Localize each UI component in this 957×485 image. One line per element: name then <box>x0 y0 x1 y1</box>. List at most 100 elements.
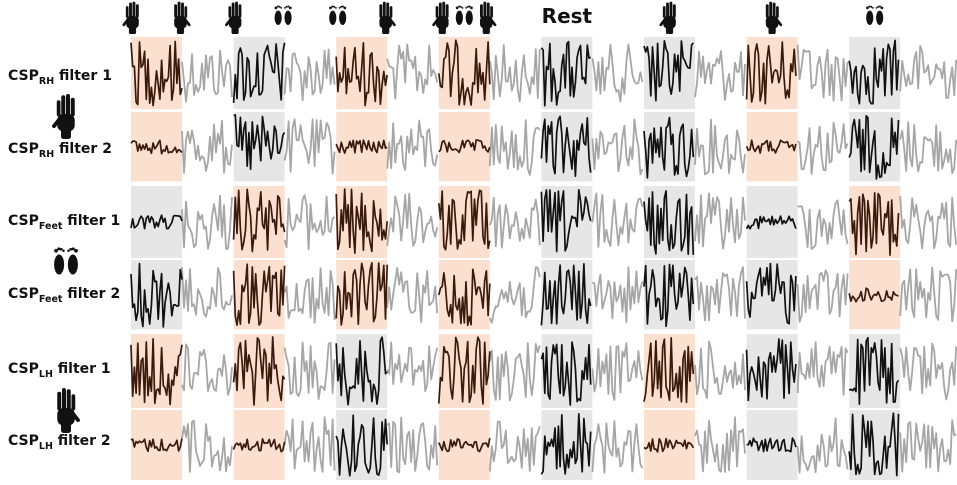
eeg-trace-rest <box>283 118 336 175</box>
feet-icon <box>274 5 292 26</box>
eeg-trace-task <box>335 139 388 154</box>
eeg-trace-rest <box>283 267 336 324</box>
right-hand-icon <box>51 94 75 139</box>
right-hand-icon <box>224 1 242 35</box>
eeg-trace-task <box>848 114 900 180</box>
eeg-trace-rest <box>386 416 439 474</box>
activity-cells <box>131 37 901 480</box>
eeg-trace-task <box>643 337 695 404</box>
eeg-trace-task <box>643 116 695 179</box>
eeg-trace-rest <box>386 43 439 100</box>
eeg-trace-task <box>438 139 491 154</box>
eeg-trace-rest <box>592 266 644 323</box>
eeg-trace-task <box>848 39 900 105</box>
eeg-trace-rest <box>283 341 336 400</box>
eeg-trace-rest <box>694 266 746 322</box>
eeg-trace-task <box>745 41 797 105</box>
eeg-trace-task <box>335 188 389 254</box>
eeg-trace-rest <box>181 267 233 318</box>
eeg-trace-rest <box>899 419 957 473</box>
right-hand-icon <box>121 1 139 35</box>
row-label-csp-feet-filter-1: CSPFeet filter 1 <box>8 213 120 232</box>
eeg-trace-task <box>643 190 695 255</box>
eeg-trace-rest <box>796 341 849 396</box>
eeg-trace-rest <box>181 194 233 250</box>
eeg-trace-rest <box>797 199 849 250</box>
eeg-trace-task <box>745 215 797 230</box>
eeg-trace-rest <box>488 266 541 324</box>
eeg-trace-task <box>437 336 491 405</box>
left-hand-icon <box>480 1 497 35</box>
eeg-trace-rest <box>488 44 541 103</box>
eeg-trace-rest <box>899 266 957 323</box>
eeg-trace-task <box>746 437 797 453</box>
eeg-trace-rest <box>181 343 233 396</box>
eeg-trace-rest <box>181 119 233 174</box>
row-label-csp-lh-filter-1: CSPLH filter 1 <box>8 361 111 380</box>
eeg-trace-task <box>130 438 183 453</box>
eeg-trace-task <box>540 188 592 253</box>
eeg-trace-task <box>540 341 592 406</box>
feet-icon <box>455 5 473 26</box>
eeg-trace-rest <box>488 119 541 176</box>
eeg-trace-rest <box>796 44 849 102</box>
eeg-trace-task <box>848 287 899 303</box>
row-label-csp-rh-filter-2: CSPRH filter 2 <box>8 141 112 160</box>
eeg-trace-task <box>540 263 592 326</box>
eeg-trace-rest <box>488 342 541 402</box>
rest-label: Rest <box>542 4 593 28</box>
feet-icon <box>54 247 78 275</box>
eeg-trace-rest <box>181 49 233 103</box>
eeg-trace-rest <box>899 196 957 250</box>
eeg-trace-task <box>437 268 491 327</box>
eeg-trace-task <box>335 41 389 107</box>
eeg-trace-task <box>130 214 183 230</box>
eeg-trace-rest <box>283 48 336 102</box>
eeg-trace-rest <box>283 416 336 473</box>
left-hand-icon <box>379 1 397 35</box>
eeg-trace-task <box>232 188 286 253</box>
eeg-trace-task <box>130 139 183 155</box>
eeg-trace-task <box>540 40 592 107</box>
eeg-trace-task <box>540 115 592 178</box>
eeg-trace-rest <box>591 192 644 248</box>
feet-icon <box>329 5 347 26</box>
eeg-trace-rest <box>694 340 746 400</box>
left-hand-icon <box>57 388 81 433</box>
eeg-trace-rest <box>591 420 644 474</box>
column-header: Rest <box>121 1 884 35</box>
eeg-trace-task <box>335 414 389 477</box>
eeg-trace-rest <box>488 196 541 249</box>
eeg-trace-rest <box>591 43 644 103</box>
eeg-trace-rest <box>899 121 957 174</box>
group-separators <box>130 181 957 333</box>
eeg-trace-task <box>745 338 797 402</box>
row-labels: CSPRH filter 1 CSPRH filter 2 CSPFeet fi… <box>8 68 120 452</box>
eeg-trace-rest <box>796 269 849 323</box>
eeg-trace-task <box>437 189 491 251</box>
eeg-trace-rest <box>488 420 541 472</box>
activity-cell-gray <box>336 410 388 480</box>
eeg-trace-task <box>130 337 183 406</box>
eeg-trace-rest <box>796 417 849 474</box>
eeg-trace-task <box>848 336 900 406</box>
eeg-traces <box>130 39 957 477</box>
eeg-trace-rest <box>694 416 746 473</box>
eeg-trace-rest <box>694 118 746 176</box>
eeg-trace-rest <box>899 342 957 401</box>
eeg-trace-task <box>745 262 797 325</box>
eeg-trace-task <box>643 437 695 453</box>
right-hand-icon <box>431 1 449 35</box>
eeg-trace-rest <box>694 50 746 101</box>
eeg-trace-task <box>335 262 389 326</box>
eeg-trace-rest <box>386 119 439 171</box>
eeg-trace-task <box>233 114 286 171</box>
eeg-trace-task <box>643 263 695 328</box>
eeg-trace-task <box>438 438 491 453</box>
eeg-trace-task <box>848 192 900 256</box>
eeg-trace-rest <box>283 194 336 251</box>
left-hand-icon <box>765 1 783 35</box>
left-hand-icon <box>174 1 192 35</box>
eeg-trace-task <box>643 39 694 102</box>
